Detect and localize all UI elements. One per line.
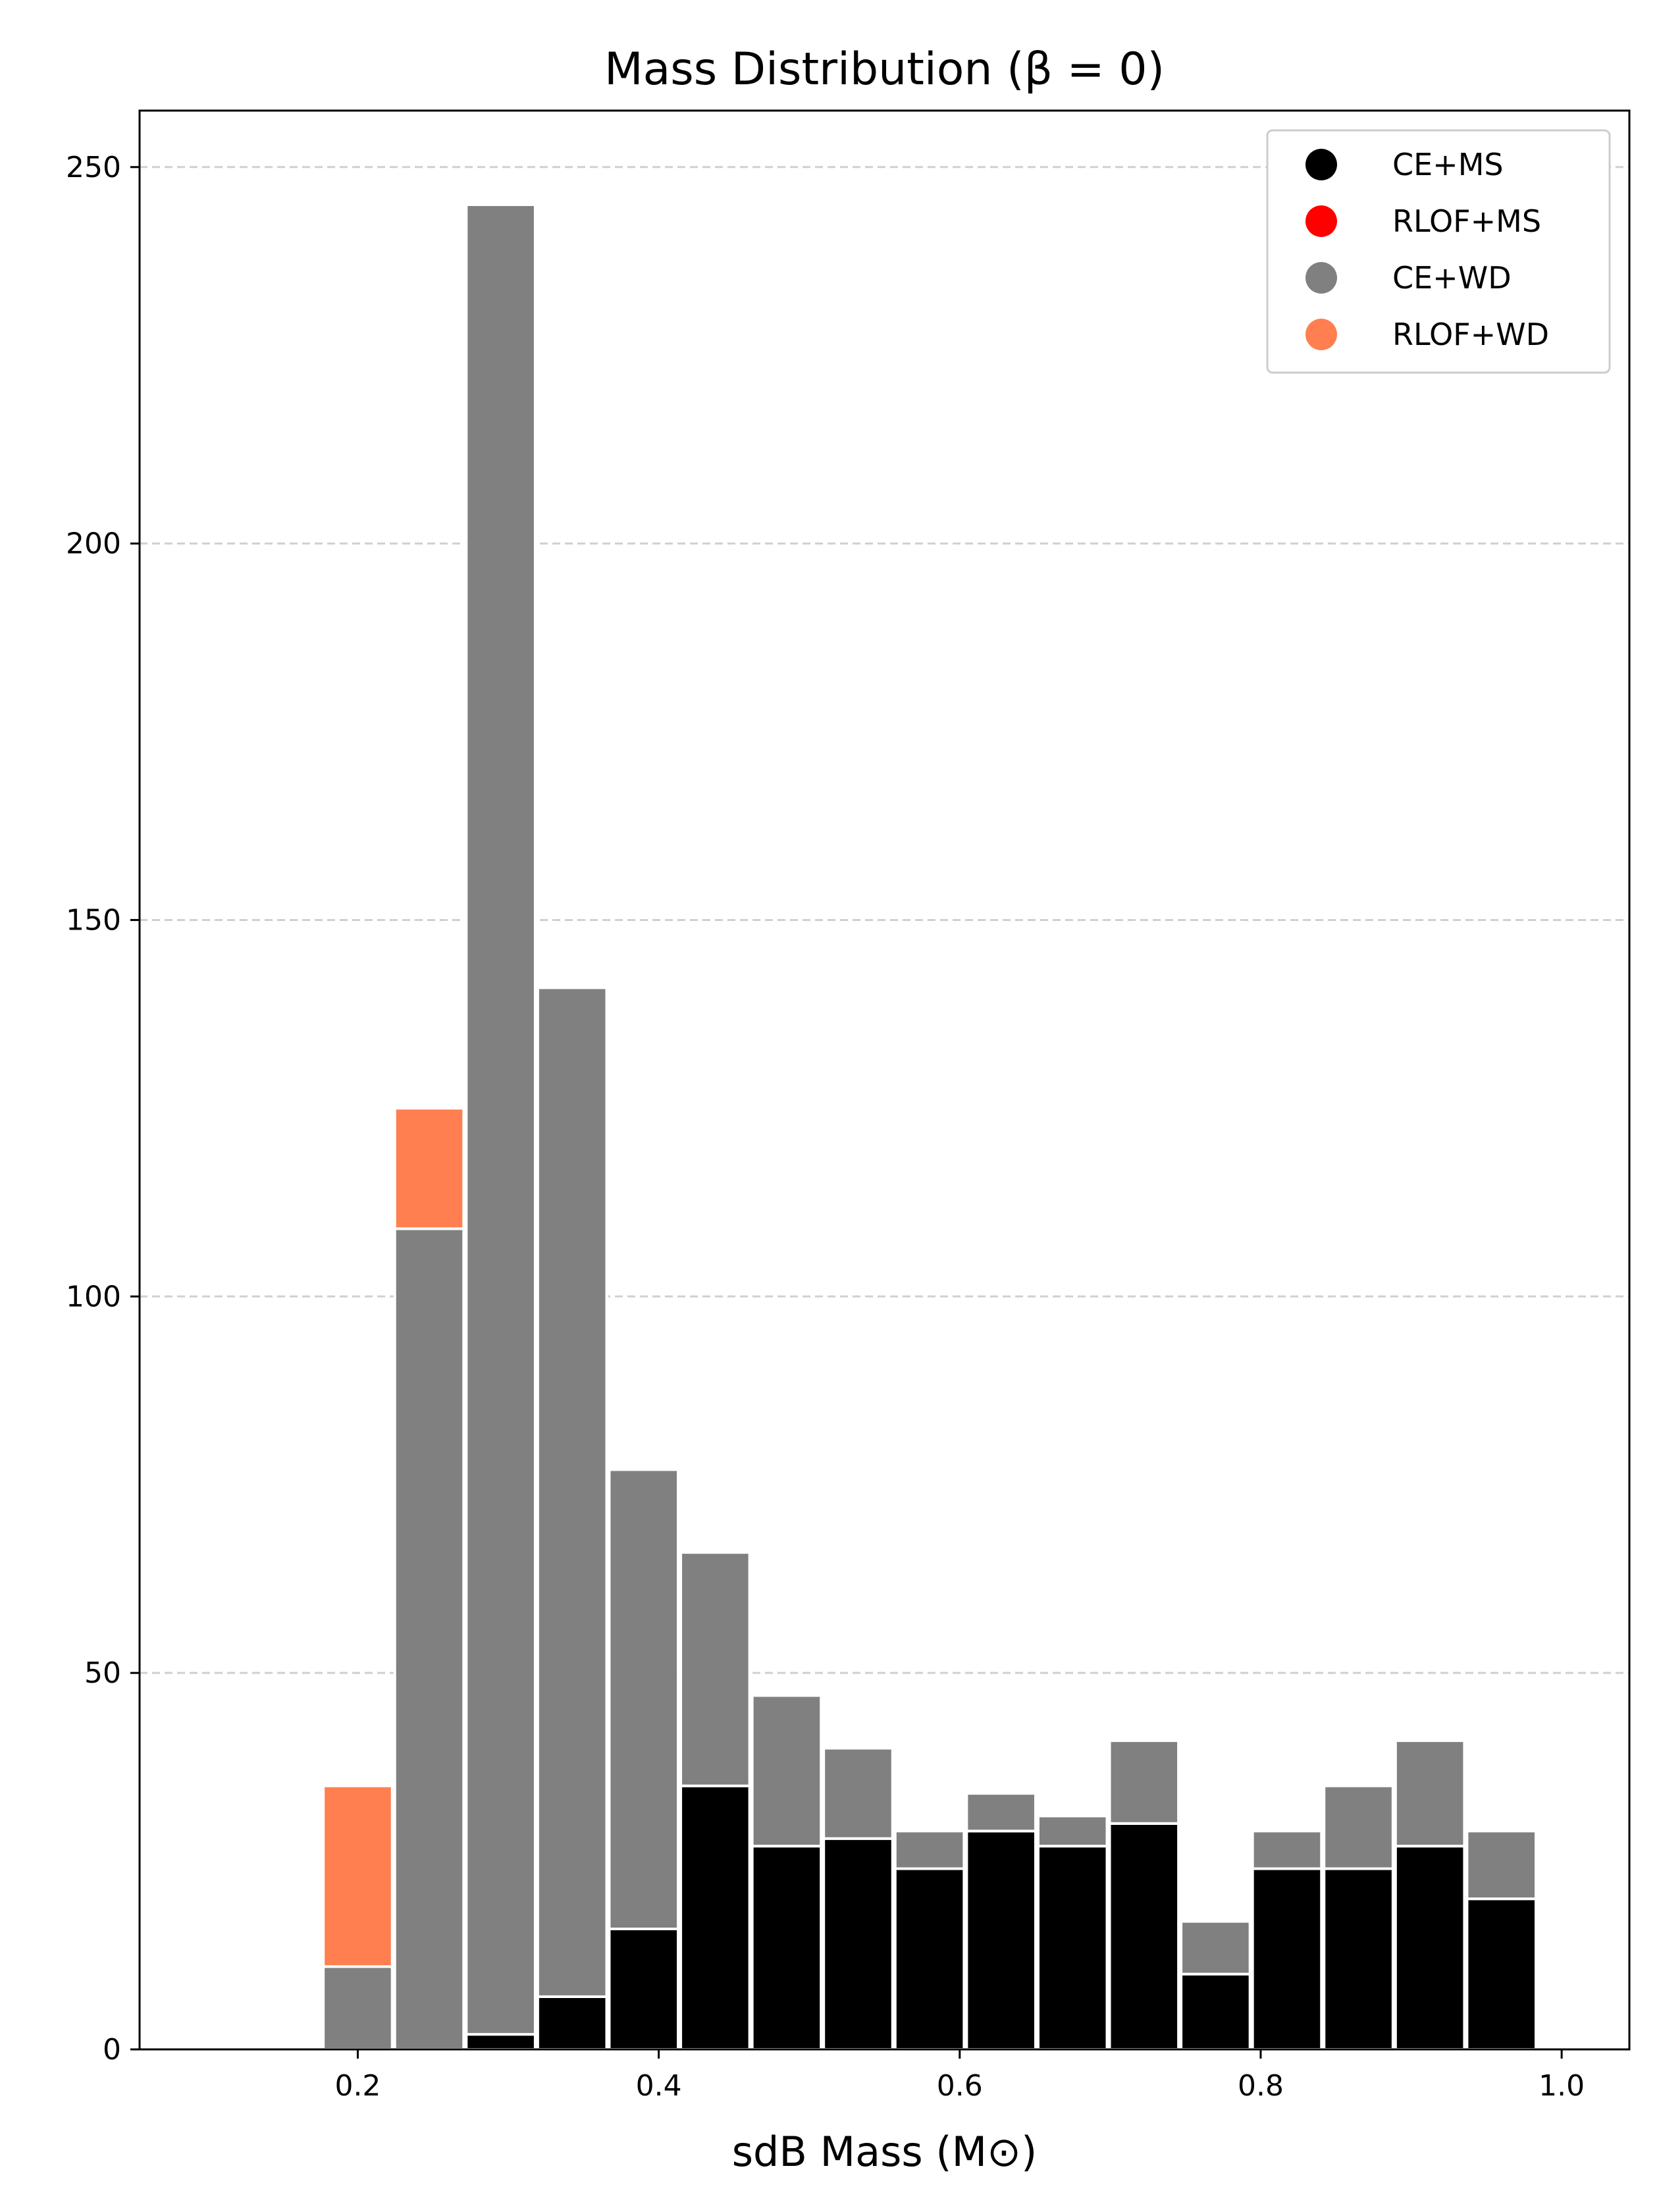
x-axis-label: sdB Mass (M⊙) xyxy=(732,2128,1038,2176)
legend-marker xyxy=(1305,319,1337,350)
x-tick-label: 0.2 xyxy=(334,2069,381,2103)
bar-segment xyxy=(1180,1920,1251,1976)
y-tick-label: 150 xyxy=(66,903,121,937)
bar-segment xyxy=(1323,1867,1394,2051)
legend-label: CE+WD xyxy=(1392,260,1512,296)
ticks: 0.2 0.4 0.6 0.8 1.0 0 50 100 150 200 250 xyxy=(66,151,1585,2103)
y-tick-label: 0 xyxy=(103,2033,121,2067)
bar-segment xyxy=(1251,1830,1323,1870)
bar-segment xyxy=(1036,1814,1109,1848)
x-tick-label: 0.6 xyxy=(937,2069,983,2103)
bar-segment xyxy=(822,1747,894,1840)
bar-segment xyxy=(536,1995,608,2051)
bar-segment xyxy=(608,1928,680,2051)
bar-segment xyxy=(465,2033,537,2051)
bar-segment xyxy=(679,1784,751,2051)
bar-segment xyxy=(1251,1867,1323,2051)
x-tick-label: 1.0 xyxy=(1539,2069,1585,2103)
legend-label: RLOF+MS xyxy=(1392,203,1541,239)
bar-segment xyxy=(1394,1845,1466,2051)
bar-segment xyxy=(1323,1784,1394,1870)
chart-title: Mass Distribution (β = 0) xyxy=(604,43,1165,95)
bar-segment xyxy=(1108,1739,1180,1825)
legend-label: RLOF+WD xyxy=(1392,317,1549,352)
bar-segment xyxy=(393,1227,465,2051)
legend-marker xyxy=(1305,149,1337,180)
y-tick-label: 50 xyxy=(84,1656,121,1690)
bar-segment xyxy=(965,1792,1037,1833)
bar-segment xyxy=(322,1784,394,1968)
bar-segment xyxy=(1180,1972,1251,2051)
bar-segment xyxy=(750,1845,823,2051)
bar-segment xyxy=(465,203,537,2036)
legend-marker xyxy=(1305,205,1337,237)
legend: CE+MS RLOF+MS CE+WD RLOF+WD xyxy=(1266,129,1611,374)
bar-segment xyxy=(536,986,608,1998)
bar-segment xyxy=(893,1867,966,2051)
legend-box xyxy=(1266,129,1611,374)
bar-segment xyxy=(822,1837,894,2051)
bar-segment xyxy=(393,1107,465,1230)
legend-label: CE+MS xyxy=(1392,147,1504,182)
bar-segment xyxy=(322,1965,394,2051)
legend-marker xyxy=(1305,262,1337,294)
bar-segment xyxy=(965,1830,1037,2051)
x-tick-label: 0.8 xyxy=(1238,2069,1284,2103)
x-tick-label: 0.4 xyxy=(636,2069,682,2103)
bars xyxy=(322,203,1537,2051)
bar-segment xyxy=(679,1551,751,1787)
y-tick-label: 100 xyxy=(66,1280,121,1313)
plot-frame xyxy=(138,109,1631,2051)
bar-segment xyxy=(1465,1830,1537,1901)
bar-segment xyxy=(893,1830,966,1870)
bar-segment xyxy=(1036,1845,1109,2051)
bar-segment xyxy=(1465,1897,1537,2051)
y-tick-label: 200 xyxy=(66,527,121,561)
bar-segment xyxy=(608,1468,680,1931)
bar-segment xyxy=(1394,1739,1466,1848)
bar-segment xyxy=(1108,1822,1180,2051)
y-tick-label: 250 xyxy=(66,151,121,184)
bar-segment xyxy=(750,1694,823,1848)
